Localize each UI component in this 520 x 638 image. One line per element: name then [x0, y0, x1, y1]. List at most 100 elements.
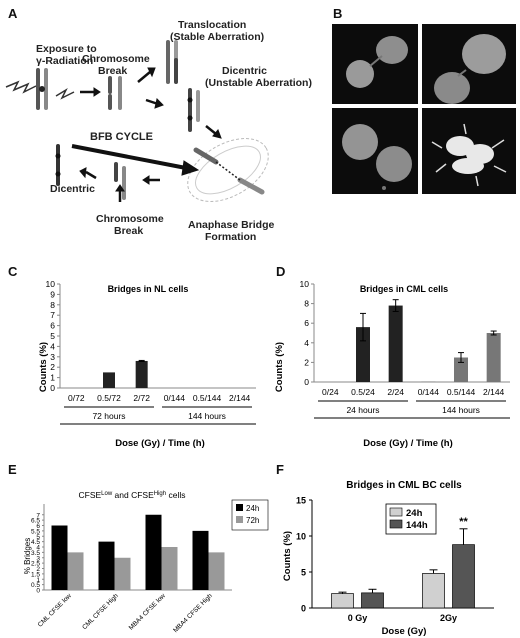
y-tick-label: 5 [50, 331, 55, 341]
y-tick-label: 6 [304, 318, 309, 328]
y-tick-label: 8 [304, 299, 309, 309]
category-label: 2Gy [440, 613, 457, 623]
category-label: 0.5/24 [351, 387, 375, 397]
legend-swatch [389, 507, 403, 517]
category-label: 0/144 [164, 393, 186, 403]
y-tick-label: 7 [50, 310, 55, 320]
bar [356, 327, 370, 382]
bfb-arrow-icon [71, 144, 200, 176]
category-label: 0/72 [68, 393, 85, 403]
category-label: 0.5/144 [447, 387, 476, 397]
label-dicentric-unstable-2: (Unstable Aberration) [205, 77, 312, 89]
category-label: MBA4 CFSE low [128, 592, 167, 631]
y-tick-label: 0 [304, 377, 309, 387]
legend-label: 24h [246, 504, 259, 513]
y-tick-label: 2 [50, 362, 55, 372]
y-tick-label: 3 [50, 352, 55, 362]
category-label: MBA4 CFSE High [172, 592, 214, 634]
significance-annotation: ** [459, 516, 468, 528]
dicentric-left-icon [55, 144, 61, 186]
micrograph-3 [332, 108, 418, 194]
chart-f-title: Bridges in CML BC cells [346, 480, 462, 491]
bar [103, 372, 115, 388]
bar [388, 305, 403, 382]
anaphase-bridge-icon [187, 138, 269, 202]
y-tick-label: 4.5 [31, 539, 40, 546]
arrow-icon [80, 87, 101, 97]
y-tick-label: 0 [50, 383, 55, 393]
panel-label-f: F [276, 462, 284, 477]
arrow-icon [79, 167, 97, 180]
chart-e-ylabel: % Bridges [23, 538, 32, 574]
y-tick-label: 2 [36, 566, 40, 573]
y-tick-label: 1.5 [31, 571, 40, 578]
chart-e-title: CFSELow and CFSEHigh cells [79, 490, 186, 500]
micrograph-1 [332, 24, 418, 104]
translocation-chromosome-icon [166, 40, 178, 84]
bar [422, 573, 445, 609]
bar [135, 360, 148, 388]
group-label: 24 hours [346, 405, 379, 415]
y-tick-label: 7 [36, 512, 40, 519]
micrograph-4 [422, 108, 516, 194]
label-exposure-2: γ-Radiation [36, 55, 93, 67]
y-tick-label: 0 [301, 604, 306, 614]
arrow-icon [137, 67, 156, 83]
chart-f-ylabel: Counts (%) [282, 531, 293, 581]
y-tick-label: 2 [304, 357, 309, 367]
bar [208, 552, 225, 590]
bar [98, 541, 115, 590]
label-anaphase-2: Formation [205, 231, 256, 243]
arrow-icon [145, 98, 164, 109]
legend-label: 24h [406, 508, 423, 519]
y-tick-label: 10 [296, 532, 306, 542]
chromosome-break-bottom-icon [114, 162, 126, 200]
y-tick-label: 2.5 [31, 561, 40, 568]
category-label: CML CFSE low [37, 592, 73, 628]
group-label: 72 hours [92, 411, 125, 421]
bar [361, 592, 384, 609]
y-tick-label: 3.5 [31, 550, 40, 557]
y-tick-label: 6 [36, 523, 40, 530]
y-tick-label: 4 [50, 341, 55, 351]
y-tick-label: 1 [50, 373, 55, 383]
label-exposure-1: Exposure to [36, 43, 97, 55]
group-label: 144 hours [188, 411, 226, 421]
bar [114, 557, 131, 590]
legend-swatch [389, 519, 403, 529]
label-translocation-1: Translocation [178, 19, 246, 31]
bar [452, 544, 475, 609]
y-tick-label: 8 [50, 300, 55, 310]
arrow-icon [115, 184, 125, 202]
broken-chromosome-icon [108, 76, 122, 110]
y-tick-label: 5 [36, 534, 40, 541]
legend-label: 72h [246, 516, 259, 525]
y-tick-label: 10 [46, 279, 56, 289]
category-label: CML CFSE High [81, 592, 120, 631]
y-tick-label: 5 [301, 568, 306, 578]
label-dicentric: Dicentric [50, 183, 95, 195]
y-tick-label: 6 [50, 321, 55, 331]
chart-c-xlabel: Dose (Gy) / Time (h) [115, 438, 205, 449]
chart-c: Bridges in NL cells Counts (%) 012345678… [38, 279, 256, 449]
radiation-zigzag-icon [5, 80, 75, 100]
y-tick-label: 15 [296, 496, 306, 506]
category-label: 2/72 [133, 393, 150, 403]
y-tick-label: 4 [36, 545, 40, 552]
bar [51, 525, 68, 590]
category-label: 0/144 [418, 387, 440, 397]
category-label: 0/24 [322, 387, 339, 397]
bar [331, 593, 354, 609]
y-tick-label: 10 [300, 279, 310, 289]
chart-e: CFSELow and CFSEHigh cells % Bridges 00.… [23, 490, 269, 634]
bar [145, 514, 162, 590]
category-label: 2/24 [387, 387, 404, 397]
y-tick-label: 0.5 [31, 582, 40, 589]
chart-d-xlabel: Dose (Gy) / Time (h) [363, 438, 453, 449]
panel-label-b: B [333, 6, 343, 21]
chart-c-title: Bridges in NL cells [108, 284, 189, 294]
chart-f: Bridges in CML BC cells Counts (%) 0 5 10 1… [282, 480, 494, 637]
legend-swatch [236, 504, 243, 511]
